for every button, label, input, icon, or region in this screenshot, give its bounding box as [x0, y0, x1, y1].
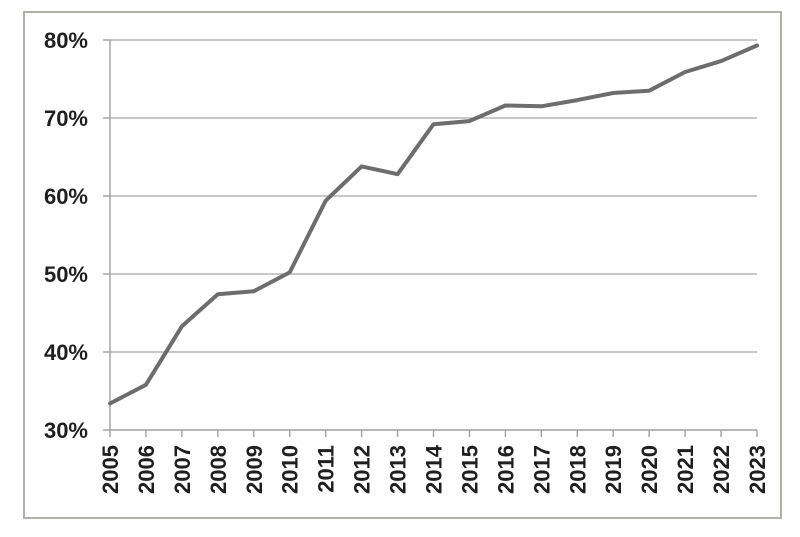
x-tick-label: 2011: [314, 445, 339, 493]
y-tick-label: 70%: [44, 106, 88, 131]
x-tick-labels: 2005 2006 2007 2008 2009 2010 2011 2012 2013 2014…: [98, 444, 770, 494]
x-tick-label: 2017: [529, 445, 554, 494]
x-tick-label: 2020: [637, 445, 662, 494]
x-tick-label: 2013: [386, 445, 411, 494]
x-tick-label: 2008: [206, 445, 231, 494]
x-tick-label: 2022: [709, 445, 734, 494]
series-line: [108, 43, 759, 406]
axes: [109, 40, 757, 431]
x-tick-label: 2016: [493, 445, 518, 494]
x-tick-label: 2012: [350, 445, 375, 494]
y-tick-label: 30%: [44, 418, 88, 443]
x-ticks: [109, 430, 758, 437]
y-ticks: [103, 39, 110, 431]
y-gridlines: [110, 39, 757, 353]
chart-frame: [23, 11, 782, 519]
y-tick-label: 80%: [44, 28, 88, 53]
x-tick-label: 2010: [278, 445, 303, 494]
y-tick-label: 50%: [44, 262, 88, 287]
x-tick-label: 2006: [134, 445, 159, 494]
x-tick-label: 2014: [422, 444, 447, 494]
x-tick-label: 2021: [673, 445, 698, 494]
x-tick-label: 2018: [565, 445, 590, 494]
y-tick-label: 60%: [44, 184, 88, 209]
x-tick-label: 2019: [601, 445, 626, 494]
x-tick-label: 2005: [98, 445, 123, 494]
x-tick-label: 2023: [745, 445, 770, 494]
y-tick-labels: 30% 40% 50% 60% 70% 80%: [44, 28, 88, 443]
y-tick-label: 40%: [44, 340, 88, 365]
x-tick-label: 2009: [242, 445, 267, 494]
x-tick-label: 2015: [457, 445, 482, 494]
x-tick-label: 2007: [170, 445, 195, 494]
